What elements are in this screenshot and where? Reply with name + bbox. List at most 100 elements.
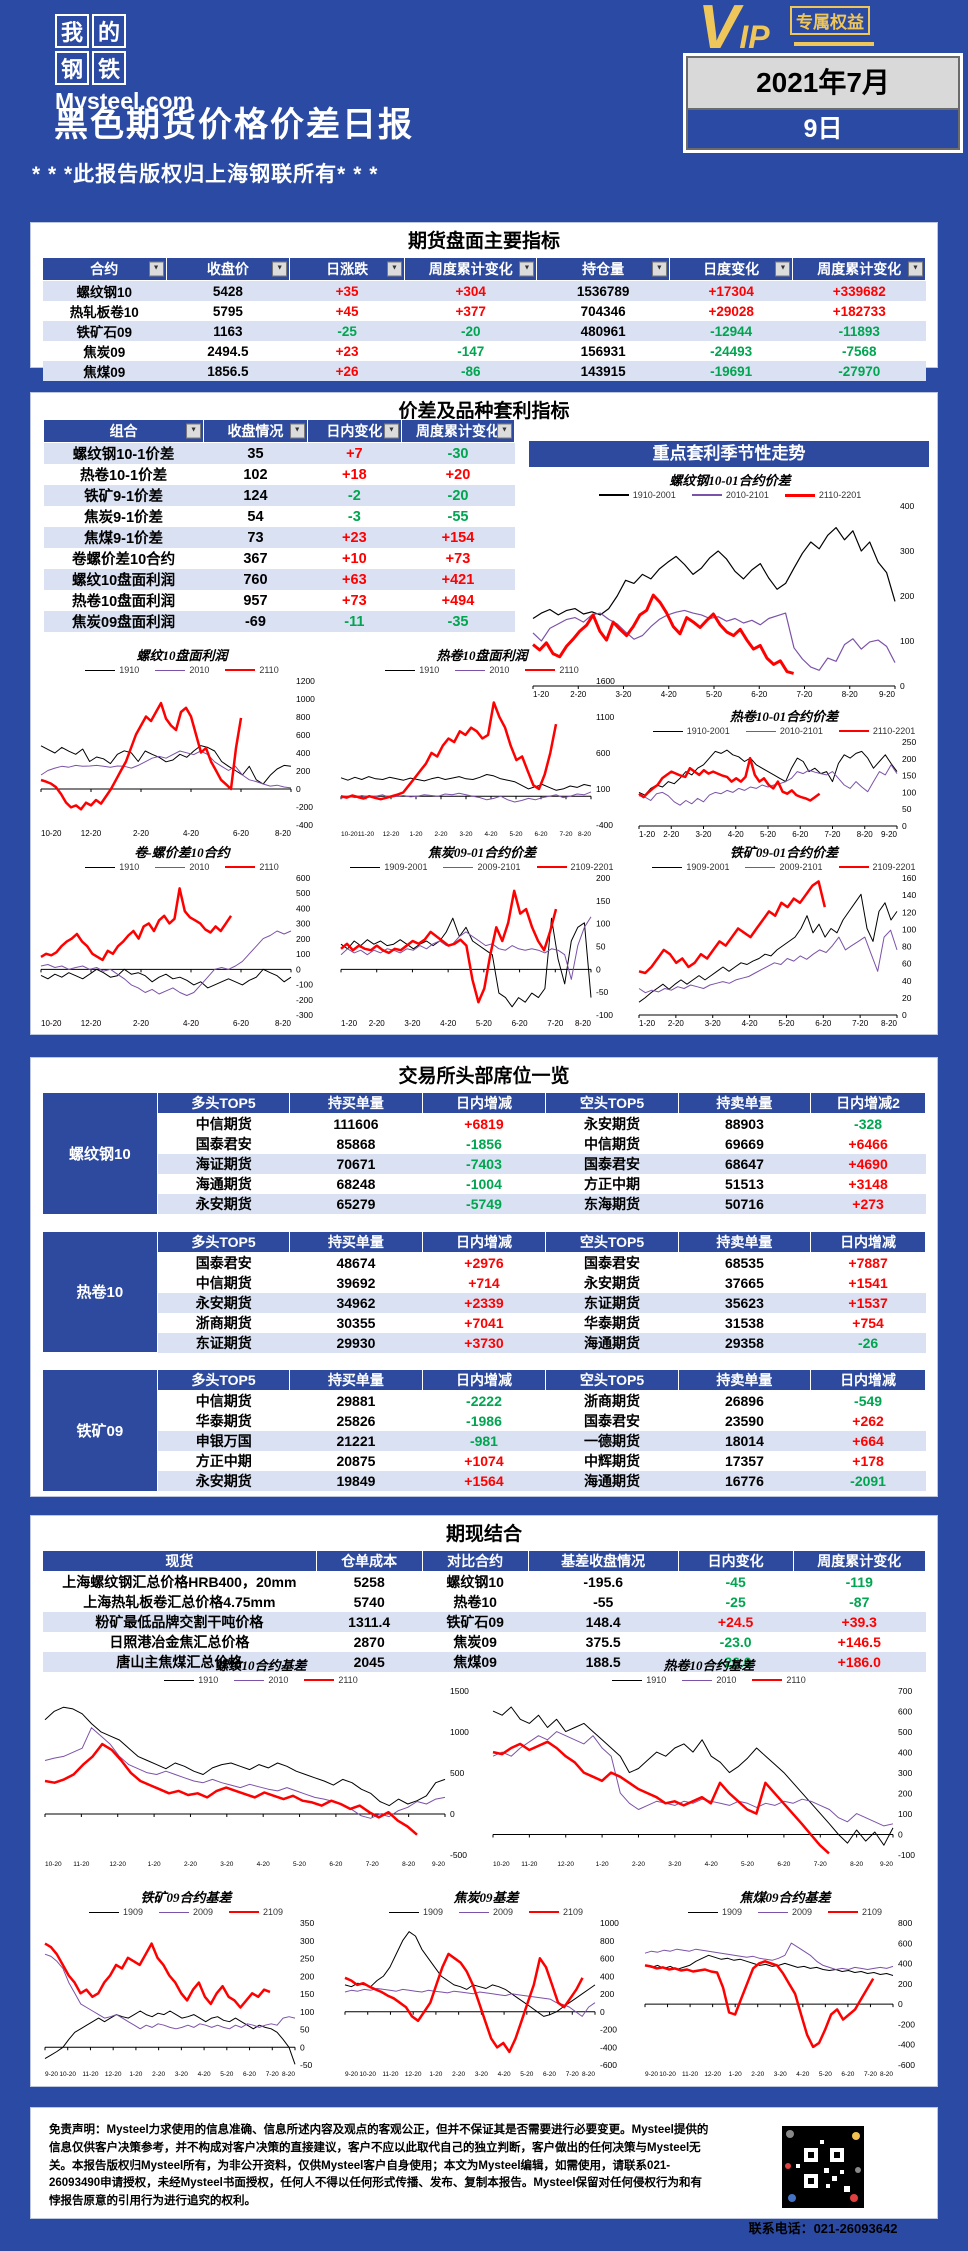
contract-label: 热卷10 [42,1230,158,1353]
svg-text:50: 50 [596,942,606,952]
svg-text:200: 200 [596,873,610,883]
legend-item: 2009-2101 [443,862,521,872]
svg-text:9-20: 9-20 [645,2071,658,2078]
filter-dropdown-icon[interactable]: ▼ [383,423,399,439]
chart-title: 焦煤09合约基差 [739,1890,831,1905]
legend-item: 1910 [385,665,439,675]
chart-plot: -400 -200 0 200 400 600 800 1000 1200 10-20 12-20 2… [40,676,315,838]
section-title-basis: 期现结合 [445,1524,522,1545]
svg-text:0: 0 [296,784,301,794]
svg-text:800: 800 [600,1936,614,1946]
table-row: 海通期货 68248 -1004 方正中期 51513 +3148 [195,1176,888,1192]
svg-text:100: 100 [296,949,310,959]
svg-text:0: 0 [902,1010,907,1020]
svg-text:-200: -200 [296,802,313,812]
column-header: 空头TOP5 [545,1092,679,1114]
legend-item: 2010 [682,1675,736,1685]
filter-dropdown-icon[interactable]: ▼ [519,261,535,277]
column-header: 日内变化 [677,1550,794,1572]
legend-item: 1909 [687,1907,742,1917]
svg-text:400: 400 [296,903,310,913]
svg-text:8-20: 8-20 [275,1019,292,1028]
svg-text:-100: -100 [596,1010,613,1020]
svg-text:4-20: 4-20 [705,1861,718,1868]
filter-funnel-icon[interactable]: ▼ [148,261,164,277]
svg-text:6-20: 6-20 [543,2071,556,2078]
svg-text:0: 0 [596,964,601,974]
svg-text:8-20: 8-20 [578,831,591,838]
filter-dropdown-icon[interactable]: ▼ [289,423,305,439]
column-header: 日内增减 [810,1369,926,1391]
svg-text:2-20: 2-20 [369,1019,386,1028]
table-row: 永安期货 19849 +1564 海通期货 16776 -2091 [42,1471,926,1491]
legend-item: 2009-2101 [745,862,823,872]
column-header: 空头TOP5 [545,1369,679,1391]
svg-text:5-20: 5-20 [293,1861,306,1868]
svg-text:4-20: 4-20 [198,2071,211,2078]
legend-item: 2110 [304,1675,358,1685]
card-exchange-positions: 交易所头部席位一览 螺纹钢10 多头TOP5 持买单量 日内增减 空头TOP5 持卖单量日… [30,1057,938,1497]
legend-item: 2109 [229,1907,283,1917]
chart-plot: -100 0 100 200 300 400 500 600 700 10-20 11-20 12-2… [492,1686,915,1868]
svg-text:8-20: 8-20 [880,2071,893,2078]
table-row: 焦炭09盘面利润 -69 -11 -35 [43,611,515,632]
svg-text:400: 400 [296,748,310,758]
svg-text:12-20: 12-20 [105,2071,122,2078]
svg-text:7-20: 7-20 [864,2071,877,2078]
svg-text:-400: -400 [600,2042,617,2052]
column-header: 空头TOP5 [545,1230,679,1253]
table-row: 中信期货 29881 -2222 浙商期货 26896 -549 [195,1393,883,1409]
legend-item: 1909-2001 [350,862,427,872]
svg-text:140: 140 [902,890,916,900]
svg-text:6-20: 6-20 [329,1861,342,1868]
futures-main-table: 合约 ▼ 收盘价 ▼ 日涨跌 ▼ 周度累计变化 ▼ 持仓量 ▼ 日度变化 ▼ 周度累计变化 ▼ 螺纹钢10 5… [42,257,926,381]
filter-dropdown-icon[interactable]: ▼ [272,261,288,277]
table-row: 上海热轧板卷汇总价格4.75mm 5740 热卷10 -55 -25 -87 [83,1594,870,1610]
legend-item: 1909 [88,1907,143,1917]
svg-text:5-20: 5-20 [706,690,723,699]
svg-text:4-20: 4-20 [728,830,745,839]
chart-title: 螺纹钢10-01合约价差 [669,473,791,488]
filter-funnel-icon[interactable]: ▼ [186,423,202,439]
svg-text:5-20: 5-20 [760,830,777,839]
svg-text:8-20: 8-20 [402,1861,415,1868]
svg-text:200: 200 [902,754,916,764]
page-title: 黑色期货价格价差日报 [54,106,414,144]
svg-text:8-20: 8-20 [275,829,292,838]
svg-text:10-20: 10-20 [59,2071,76,2078]
filter-dropdown-icon[interactable]: ▼ [908,261,923,277]
svg-text:4-20: 4-20 [742,1019,759,1028]
svg-text:12-20: 12-20 [81,829,102,838]
svg-text:150: 150 [902,771,916,781]
svg-text:9-20: 9-20 [881,830,898,839]
svg-text:10-20: 10-20 [659,2071,676,2078]
legend-item: 2110-2201 [784,490,861,500]
svg-text:250: 250 [300,1954,314,1964]
table-row: 华泰期货 25826 -1986 国泰君安 23590 +262 [195,1413,884,1429]
svg-text:-400: -400 [898,2040,915,2050]
svg-text:100: 100 [300,2007,314,2017]
filter-dropdown-icon[interactable]: ▼ [775,261,791,277]
svg-text:7-20: 7-20 [852,1019,869,1028]
svg-text:600: 600 [296,873,310,883]
svg-text:-500: -500 [450,1850,467,1860]
filter-dropdown-icon[interactable]: ▼ [651,261,667,277]
filter-dropdown-icon[interactable]: ▼ [387,261,402,277]
svg-text:50: 50 [300,2025,310,2035]
column-header: 周度累计变化 [792,1550,927,1572]
svg-text:3-20: 3-20 [475,2071,488,2078]
svg-text:-400: -400 [296,820,313,830]
svg-text:12-20: 12-20 [109,1861,126,1868]
legend-item: 2109 [529,1907,583,1917]
legend-item: 2009 [158,1907,213,1917]
svg-text:2-20: 2-20 [663,830,680,839]
logo-char: 铁 [92,51,126,85]
svg-text:2-20: 2-20 [668,1019,685,1028]
chart-legend: 1909-2001 2009-2101 2109-2201 [337,861,627,873]
filter-dropdown-icon[interactable]: ▼ [497,423,512,439]
